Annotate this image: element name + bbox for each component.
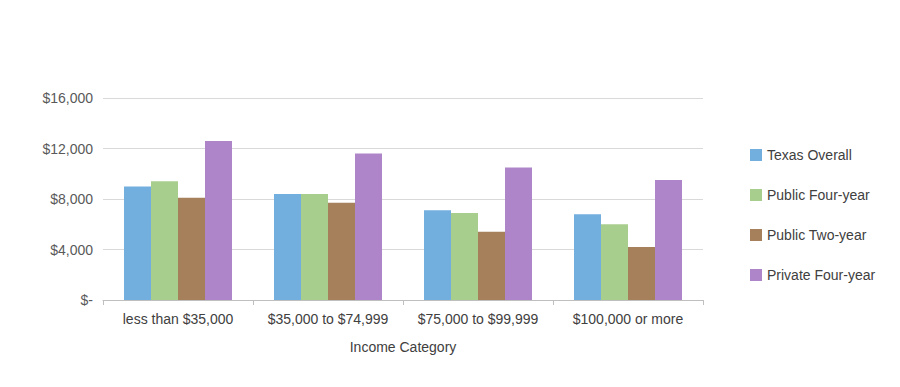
svg-text:Public Two-year: Public Two-year — [767, 227, 867, 243]
svg-text:$-: $- — [81, 292, 94, 308]
svg-text:$100,000 or more: $100,000 or more — [573, 311, 684, 327]
svg-text:$16,000: $16,000 — [42, 90, 93, 106]
svg-text:$35,000 to $74,999: $35,000 to $74,999 — [268, 311, 389, 327]
svg-text:Public Four-year: Public Four-year — [767, 187, 870, 203]
svg-text:$4,000: $4,000 — [50, 242, 93, 258]
svg-text:$12,000: $12,000 — [42, 141, 93, 157]
svg-text:less than $35,000: less than $35,000 — [123, 311, 234, 327]
svg-text:$75,000 to $99,999: $75,000 to $99,999 — [418, 311, 539, 327]
svg-text:$8,000: $8,000 — [50, 191, 93, 207]
svg-text:Private Four-year: Private Four-year — [767, 267, 875, 283]
svg-text:Texas Overall: Texas Overall — [767, 147, 852, 163]
svg-text:Income Category: Income Category — [350, 339, 457, 355]
